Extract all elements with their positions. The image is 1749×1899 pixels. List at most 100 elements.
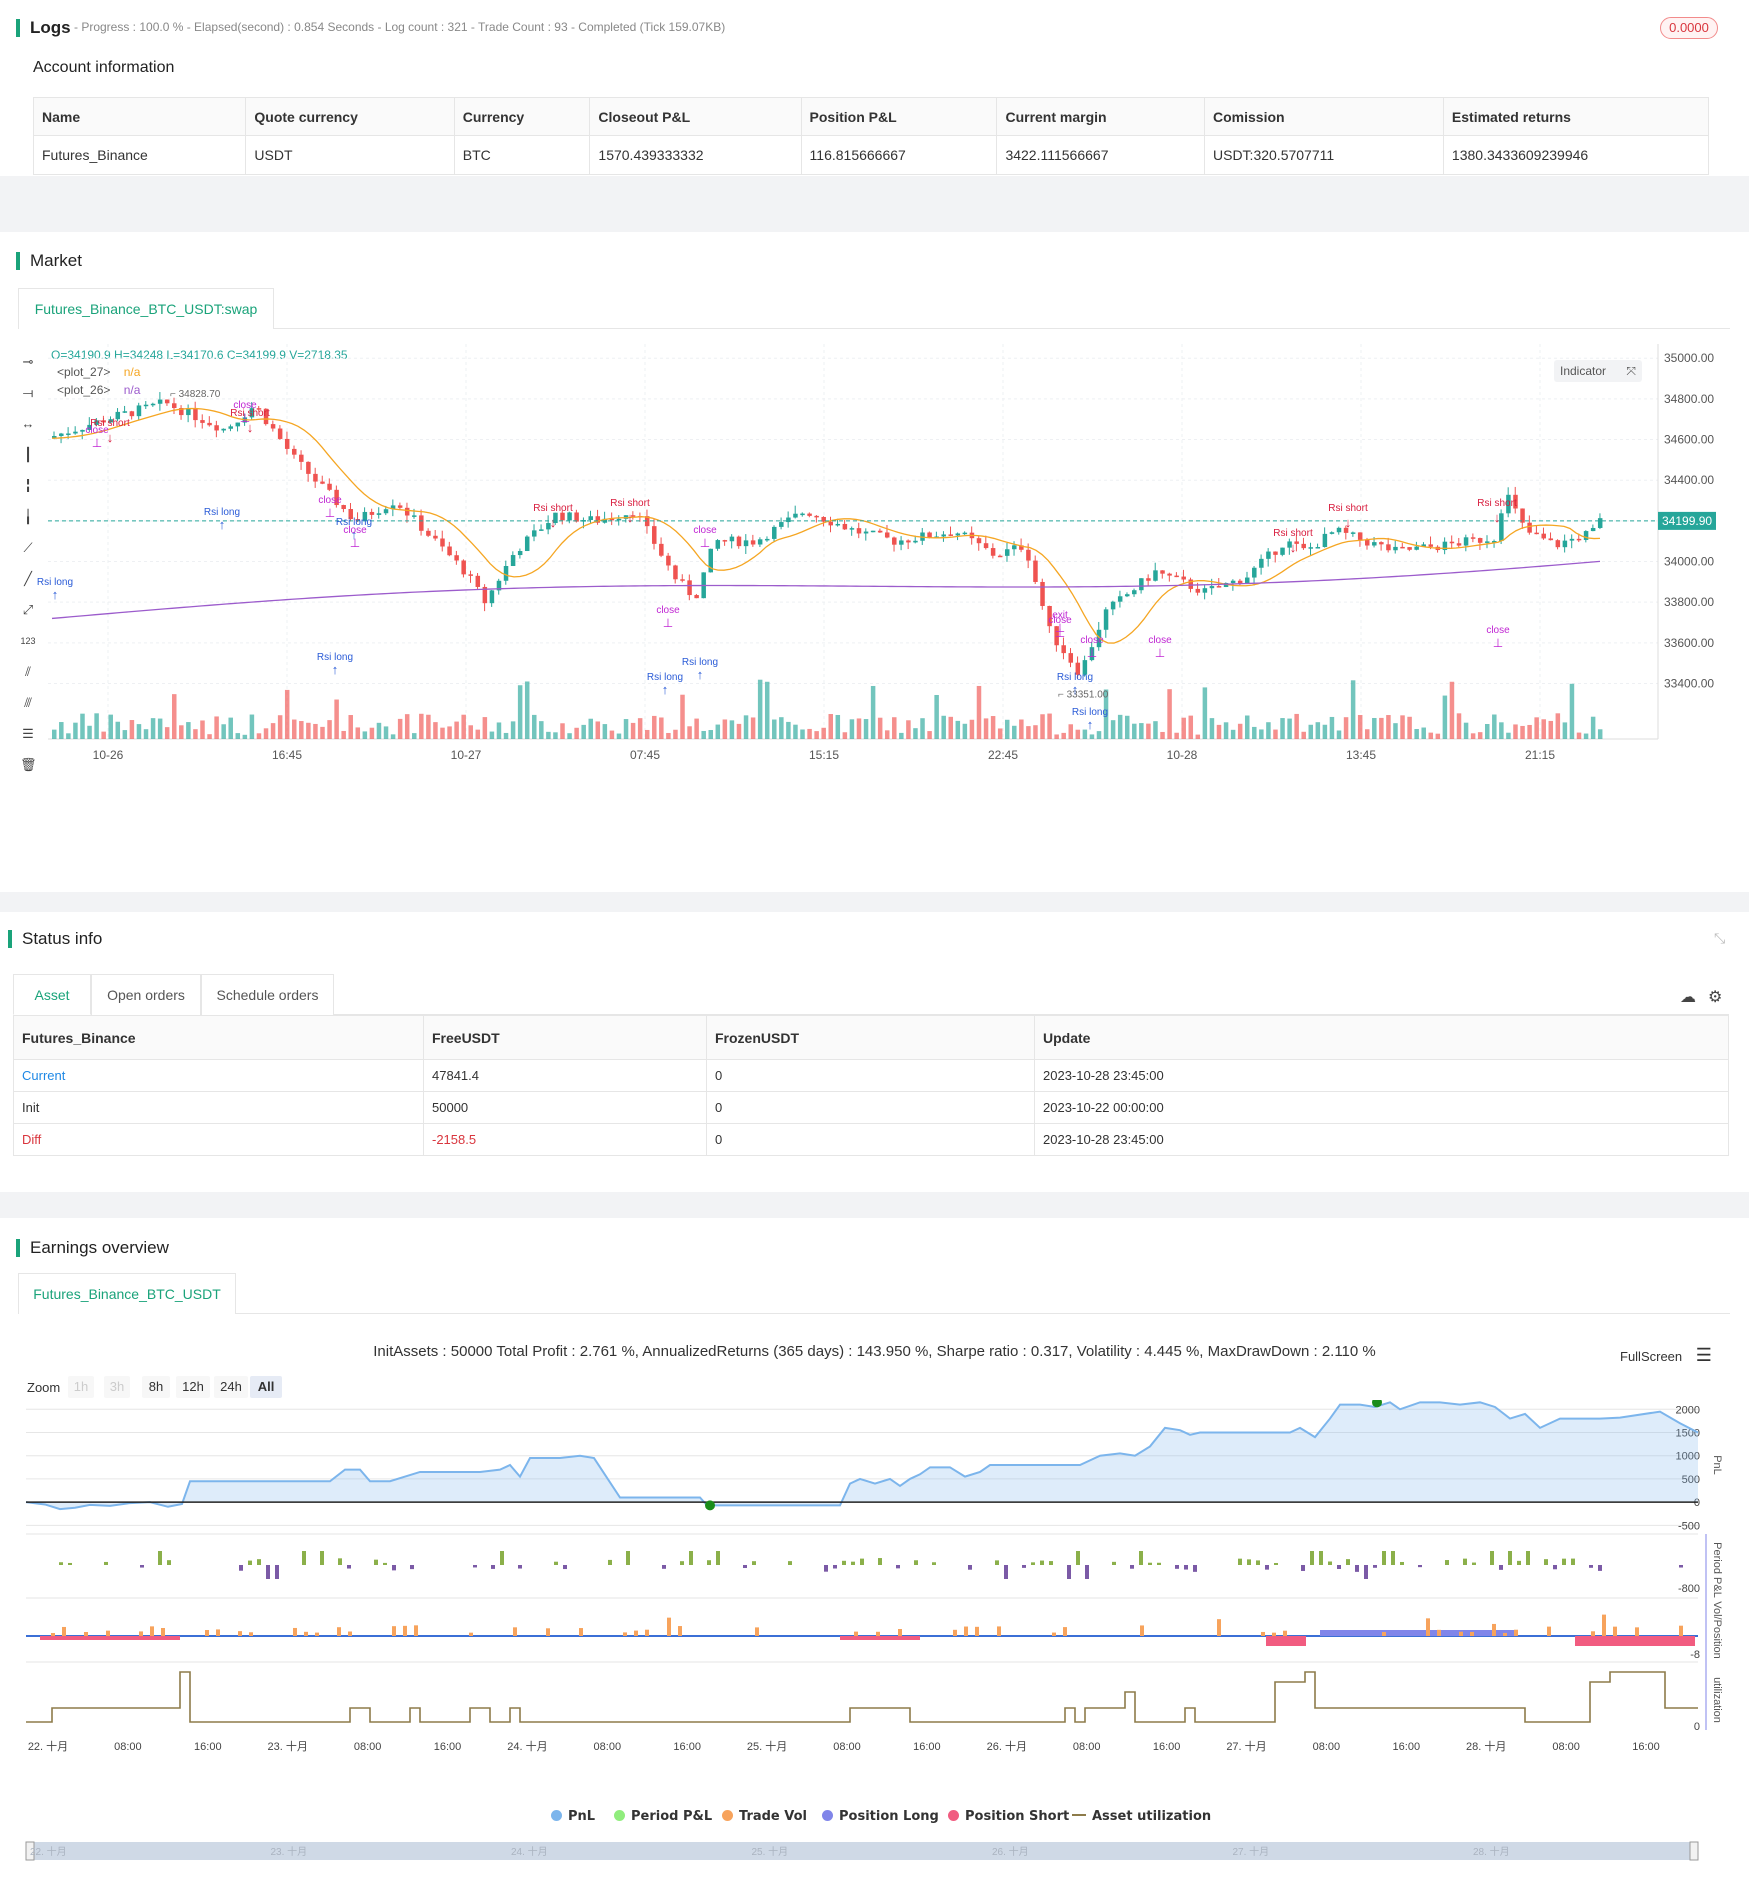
zoom-3h-button[interactable]: 3h xyxy=(104,1376,130,1398)
trade-vol-bar xyxy=(1217,1619,1221,1636)
vertical-line-icon[interactable]: ┃ xyxy=(24,447,32,462)
horizontal-line-icon[interactable]: ⊸ xyxy=(22,354,34,369)
extended-line-icon[interactable]: ↔ xyxy=(21,416,35,431)
legend-pnl[interactable]: PnL xyxy=(551,1809,595,1824)
legend-position-short[interactable]: Position Short xyxy=(948,1809,1069,1824)
volume-bar xyxy=(1068,724,1074,739)
price-label-icon[interactable]: 123 xyxy=(20,636,36,646)
navigator-bar[interactable]: 22. 十月 23. 十月 24. 十月 25. 十月 26. 十月 27. 十月 28. … xyxy=(0,1840,1749,1870)
trade-vol-bar xyxy=(216,1629,220,1636)
y-tick-label: -800 xyxy=(1678,1583,1700,1595)
zoom-1h-button[interactable]: 1h xyxy=(68,1376,94,1398)
pitchfork-icon[interactable]: ⫻ xyxy=(24,695,32,710)
x-tick-label: 08:00 xyxy=(1552,1741,1580,1753)
candle-body xyxy=(1597,518,1603,528)
fullscreen-button[interactable]: FullScreen ☰ xyxy=(1620,1345,1712,1366)
period-pnl-bar xyxy=(491,1565,495,1569)
candle-body xyxy=(122,411,128,413)
expand-icon[interactable]: ⤧ xyxy=(1626,364,1636,378)
asset-table-wrap: Futures_Binance FreeUSDT FrozenUSDT Update … xyxy=(13,1015,1729,1156)
tab-asset[interactable]: Asset xyxy=(13,974,91,1015)
trade-vol-bar xyxy=(1272,1632,1276,1636)
candle-body xyxy=(659,543,664,556)
trade-vol-bar xyxy=(964,1626,968,1636)
x-tick-label: 16:00 xyxy=(434,1741,462,1753)
collapse-icon[interactable]: ⤡ xyxy=(1714,930,1726,946)
candle-body xyxy=(1096,629,1102,648)
candle-body xyxy=(306,461,311,474)
position-short-bar xyxy=(1575,1636,1695,1646)
candle-body xyxy=(1082,660,1088,675)
candle-body xyxy=(419,515,424,531)
zoom-8h-button[interactable]: 8h xyxy=(142,1376,170,1398)
volume-bar xyxy=(1527,724,1532,739)
zoom-12h-button[interactable]: 12h xyxy=(176,1376,210,1398)
parallel-channel-icon[interactable]: ⫽ xyxy=(25,664,31,679)
legend-position-long[interactable]: Position Long xyxy=(822,1809,939,1824)
trend-line-icon[interactable]: ⟋ xyxy=(23,540,33,555)
volume-bar xyxy=(1089,734,1095,739)
fib-levels-icon[interactable]: ☰ xyxy=(22,726,34,741)
period-pnl-bar xyxy=(662,1565,666,1569)
candle-body xyxy=(1372,542,1377,546)
volume-bar xyxy=(1026,726,1031,739)
period-pnl-bar xyxy=(1598,1565,1602,1571)
candle-body xyxy=(1209,586,1215,589)
tab-market-symbol[interactable]: Futures_Binance_BTC_USDT:swap xyxy=(18,288,274,329)
trade-label-short: Rsi short xyxy=(1273,528,1313,539)
vertical-segment-icon[interactable]: ╏ xyxy=(24,478,32,493)
trash-icon[interactable]: 🗑 xyxy=(20,757,37,772)
candle-body xyxy=(101,420,106,423)
volume-bar xyxy=(927,731,932,739)
volume-bar xyxy=(73,722,78,739)
download-icon[interactable]: ☁ xyxy=(1680,989,1696,1006)
candle-body xyxy=(1153,570,1158,581)
low-label: ⌐ 33351.00 xyxy=(1058,689,1109,700)
tab-schedule-orders[interactable]: Schedule orders xyxy=(201,974,334,1015)
x-tick-label: 16:00 xyxy=(673,1741,701,1753)
price-tag-box xyxy=(1658,511,1716,530)
candle-body xyxy=(1407,547,1412,550)
volume-bar xyxy=(553,732,558,739)
volume-bar xyxy=(877,717,883,739)
volume-bar xyxy=(567,733,572,739)
y-tick-label: -8 xyxy=(1690,1649,1700,1661)
volume-bar xyxy=(461,714,466,739)
settings-icon[interactable]: ⚙ xyxy=(1708,989,1723,1006)
candle-body xyxy=(560,512,565,521)
tab-open-orders[interactable]: Open orders xyxy=(91,974,201,1015)
legend-period-p-l[interactable]: Period P&L xyxy=(614,1809,712,1824)
x-tick-label: 16:00 xyxy=(1153,1741,1181,1753)
volume-bar xyxy=(1576,732,1582,739)
period-pnl-bar xyxy=(1346,1559,1350,1565)
vertical-ray-icon[interactable]: ╽ xyxy=(24,509,32,524)
horizontal-ray-icon[interactable]: ⟞ xyxy=(22,385,34,400)
y-tick-label: 500 xyxy=(1682,1474,1700,1486)
volume-bar xyxy=(934,694,939,739)
volume-bar xyxy=(884,730,890,739)
legend-trade-vol[interactable]: Trade Vol xyxy=(722,1809,807,1824)
period-pnl-bar xyxy=(1319,1551,1323,1565)
legend-asset-utilization[interactable]: Asset utilization xyxy=(1072,1809,1211,1824)
tab-earnings-symbol[interactable]: Futures_Binance_BTC_USDT xyxy=(18,1273,236,1314)
period-pnl-bar xyxy=(896,1565,900,1569)
volume-bar xyxy=(779,717,784,739)
zoom-24h-button[interactable]: 24h xyxy=(214,1376,248,1398)
volume-bar xyxy=(1181,717,1186,739)
navigator-handle-left[interactable] xyxy=(25,1841,35,1861)
candle-body xyxy=(1181,576,1186,580)
menu-icon[interactable]: ☰ xyxy=(1695,1345,1712,1365)
navigator-handle-right[interactable] xyxy=(1689,1841,1699,1861)
indicator-button[interactable]: Indicator ⤧ xyxy=(1554,360,1642,382)
candlestick-chart[interactable]: 35000.0034800.0034600.0034400.0034200.00… xyxy=(0,344,1749,804)
zoom-All-button[interactable]: All xyxy=(250,1376,282,1398)
candle-body xyxy=(157,399,163,404)
candle-body xyxy=(779,522,784,527)
trade-vol-bar xyxy=(106,1630,110,1636)
trade-label-close: close xyxy=(1148,635,1172,646)
position-short-bar xyxy=(840,1636,920,1640)
segment-icon[interactable]: ⤢ xyxy=(22,602,34,617)
candle-body xyxy=(941,534,946,537)
trend-ray-icon[interactable]: ╱ xyxy=(24,571,32,586)
